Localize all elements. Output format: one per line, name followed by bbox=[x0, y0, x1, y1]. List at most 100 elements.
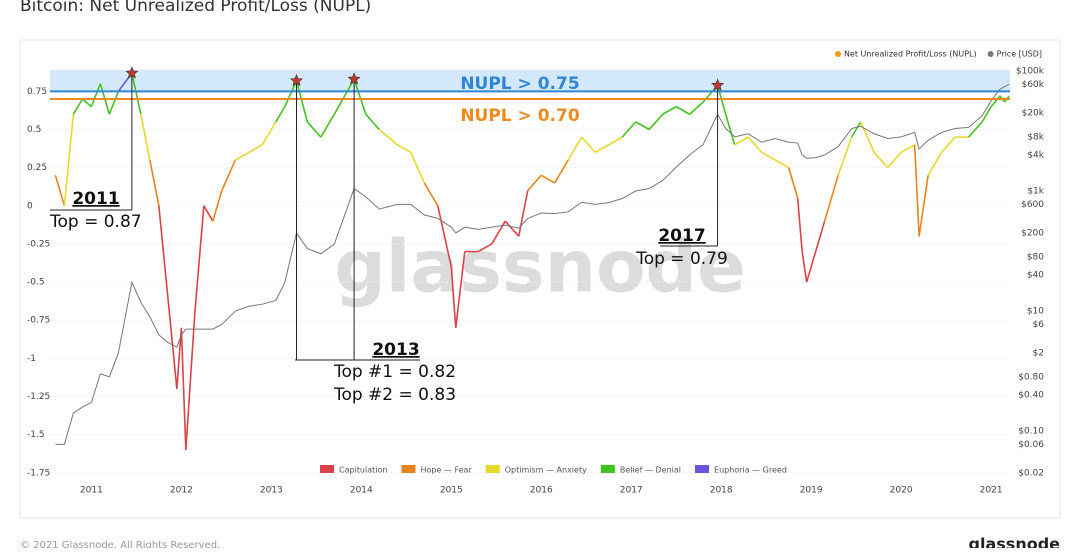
nupl-segment bbox=[913, 144, 920, 237]
nupl-segment bbox=[81, 98, 92, 108]
top-label: Top = 0.79 bbox=[635, 249, 728, 269]
y2-tick-label: $0.40 bbox=[1018, 390, 1044, 400]
nupl-segment bbox=[221, 159, 237, 191]
y-tick-label: -0.25 bbox=[27, 239, 50, 249]
nupl-segment bbox=[554, 159, 569, 184]
nupl-segment bbox=[662, 105, 677, 115]
nupl-segment bbox=[594, 144, 610, 154]
x-tick-label: 2020 bbox=[890, 486, 913, 496]
y2-tick-label: $20k bbox=[1022, 108, 1045, 118]
x-tick-label: 2015 bbox=[440, 486, 463, 496]
nupl-segment bbox=[180, 327, 187, 450]
y-tick-label: 0.75 bbox=[27, 87, 47, 97]
top-label: Top #2 = 0.83 bbox=[333, 385, 456, 405]
y2-tick-label: $600 bbox=[1021, 200, 1044, 210]
nupl-segment bbox=[801, 251, 808, 283]
chart-frame bbox=[19, 39, 1061, 519]
x-tick-label: 2014 bbox=[350, 486, 373, 496]
nupl-segment bbox=[378, 128, 398, 146]
nupl-segment bbox=[873, 151, 889, 169]
y-tick-label: -1.25 bbox=[27, 392, 50, 402]
top-marker bbox=[125, 66, 139, 79]
x-tick-label: 2017 bbox=[620, 486, 643, 496]
nupl-segment bbox=[203, 205, 214, 222]
nupl-segment bbox=[108, 91, 120, 115]
nupl-segment bbox=[149, 159, 160, 206]
legend-swatch bbox=[485, 465, 500, 473]
top-year: 2011 bbox=[72, 189, 119, 209]
nupl-segment bbox=[837, 136, 853, 176]
nupl-segment bbox=[581, 136, 596, 153]
top-marker bbox=[290, 73, 303, 87]
nupl-segment bbox=[284, 80, 298, 107]
nupl-segment bbox=[396, 144, 412, 154]
nupl-segment bbox=[248, 144, 263, 154]
footer-logo: glassnode bbox=[969, 535, 1061, 549]
y2-tick-label: $100k bbox=[1016, 67, 1045, 77]
nupl-segment bbox=[787, 167, 799, 199]
y2-tick-label: $80 bbox=[1027, 252, 1044, 262]
nupl-segment bbox=[734, 136, 749, 146]
nupl-segment bbox=[423, 182, 439, 207]
watermark: glassnode bbox=[334, 225, 746, 309]
nupl-segment bbox=[814, 220, 826, 252]
nupl-segment bbox=[491, 220, 506, 245]
nupl-segment bbox=[410, 152, 426, 184]
y2-tick-label: $2 bbox=[1033, 348, 1044, 358]
nupl-segment bbox=[504, 220, 520, 237]
y-tick-label: -1.5 bbox=[27, 430, 45, 440]
x-tick-label: 2016 bbox=[530, 486, 553, 496]
nupl-segment bbox=[131, 72, 142, 115]
nupl-segment bbox=[365, 113, 380, 131]
legend-label: Capitulation bbox=[339, 466, 387, 475]
nupl-segment bbox=[648, 113, 664, 131]
threshold-band bbox=[50, 70, 1010, 92]
nupl-segment bbox=[621, 121, 637, 138]
nupl-segment bbox=[527, 174, 542, 192]
y2-tick-label: $0.80 bbox=[1018, 372, 1044, 382]
legend-label: Optimism — Anxiety bbox=[505, 466, 587, 475]
legend-label: Net Unrealized Profit/Loss (NUPL) bbox=[844, 50, 977, 59]
y2-tick-label: $60k bbox=[1022, 80, 1045, 90]
nupl-segment bbox=[635, 121, 650, 131]
legend-dot bbox=[987, 51, 994, 57]
y-tick-label: -1 bbox=[27, 354, 36, 364]
top-year: 2017 bbox=[658, 226, 705, 246]
nupl-segment bbox=[805, 251, 817, 283]
y-tick-label: 0.25 bbox=[27, 163, 47, 173]
threshold-label: NUPL > 0.70 bbox=[460, 106, 580, 126]
y2-tick-label: $0.10 bbox=[1018, 427, 1044, 437]
top-year: 2013 bbox=[372, 340, 419, 360]
x-tick-label: 2013 bbox=[260, 486, 283, 496]
nupl-segment bbox=[567, 136, 583, 161]
y-tick-label: -0.75 bbox=[27, 316, 50, 326]
nupl-segment bbox=[185, 312, 196, 450]
nupl-segment bbox=[689, 101, 704, 115]
nupl-segment bbox=[234, 151, 250, 161]
nupl-segment bbox=[275, 106, 286, 123]
threshold-label: NUPL > 0.75 bbox=[460, 74, 579, 94]
nupl-segment bbox=[212, 190, 223, 222]
nupl-segment bbox=[540, 174, 556, 184]
legend-swatch bbox=[600, 465, 615, 473]
nupl-segment bbox=[54, 175, 66, 207]
nupl-segment bbox=[320, 113, 336, 138]
copyright: © 2021 Glassnode. All Rights Reserved. bbox=[20, 540, 220, 548]
legend-label: Hope — Fear bbox=[420, 466, 472, 475]
nupl-segment bbox=[927, 151, 943, 176]
y2-tick-label: $0.06 bbox=[1018, 440, 1044, 450]
nupl-segment bbox=[887, 151, 902, 169]
nupl-segment bbox=[306, 121, 322, 138]
y-tick-label: -0.5 bbox=[27, 278, 45, 288]
x-tick-label: 2018 bbox=[710, 486, 733, 496]
nupl-segment bbox=[167, 297, 178, 389]
y2-tick-label: $200 bbox=[1021, 228, 1044, 238]
nupl-segment bbox=[747, 136, 763, 153]
nupl-segment bbox=[859, 121, 875, 153]
y-tick-label: 0.5 bbox=[27, 125, 41, 135]
top-label: Top #1 = 0.82 bbox=[333, 362, 456, 382]
nupl-segment bbox=[981, 106, 992, 123]
legend-dot bbox=[834, 51, 841, 57]
y2-tick-label: $8k bbox=[1027, 132, 1044, 142]
